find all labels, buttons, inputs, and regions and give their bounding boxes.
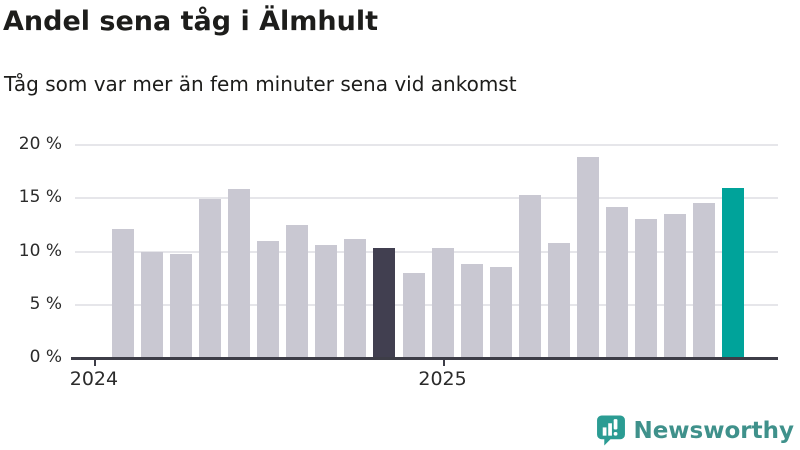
x-tick-label: 2024 <box>69 368 119 390</box>
brand-name: Newsworthy <box>633 417 794 444</box>
bar <box>257 240 280 358</box>
gridline <box>75 144 778 146</box>
bar <box>431 248 454 358</box>
gridline <box>75 250 778 253</box>
bar <box>489 267 512 358</box>
x-axis-line <box>71 357 778 360</box>
bar <box>170 253 193 358</box>
newsworthy-logo-icon <box>597 415 626 446</box>
bar <box>634 218 657 358</box>
bar <box>605 206 628 358</box>
y-tick-label: 5 % <box>29 293 62 314</box>
x-tick-label: 2025 <box>418 368 467 390</box>
bar <box>315 245 338 358</box>
plot-area <box>71 144 778 366</box>
bar <box>518 195 541 358</box>
bar <box>141 251 164 358</box>
y-tick-label: 20 % <box>18 134 62 154</box>
bar <box>576 156 599 358</box>
bar <box>199 199 222 358</box>
y-tick-label: 15 % <box>18 187 62 208</box>
brand-logo: Newsworthy <box>596 415 794 446</box>
chart-subtitle: Tåg som var mer än fem minuter sena vid … <box>4 72 517 96</box>
bar <box>112 229 134 358</box>
page-title: Andel sena tåg i Älmhult <box>3 6 379 37</box>
bar <box>344 238 367 358</box>
bar <box>286 224 309 358</box>
bar <box>693 202 715 358</box>
x-tick <box>93 359 96 366</box>
bar <box>663 214 686 358</box>
y-tick-label: 10 % <box>18 240 62 261</box>
gridline <box>75 197 778 200</box>
bar <box>547 242 570 358</box>
gridline <box>75 303 778 306</box>
y-tick-label: 0 % <box>29 347 62 367</box>
bar <box>460 264 483 358</box>
bar <box>722 187 745 358</box>
bar <box>228 188 251 358</box>
bar <box>402 272 425 358</box>
bar <box>373 248 396 358</box>
x-tick <box>442 359 445 366</box>
